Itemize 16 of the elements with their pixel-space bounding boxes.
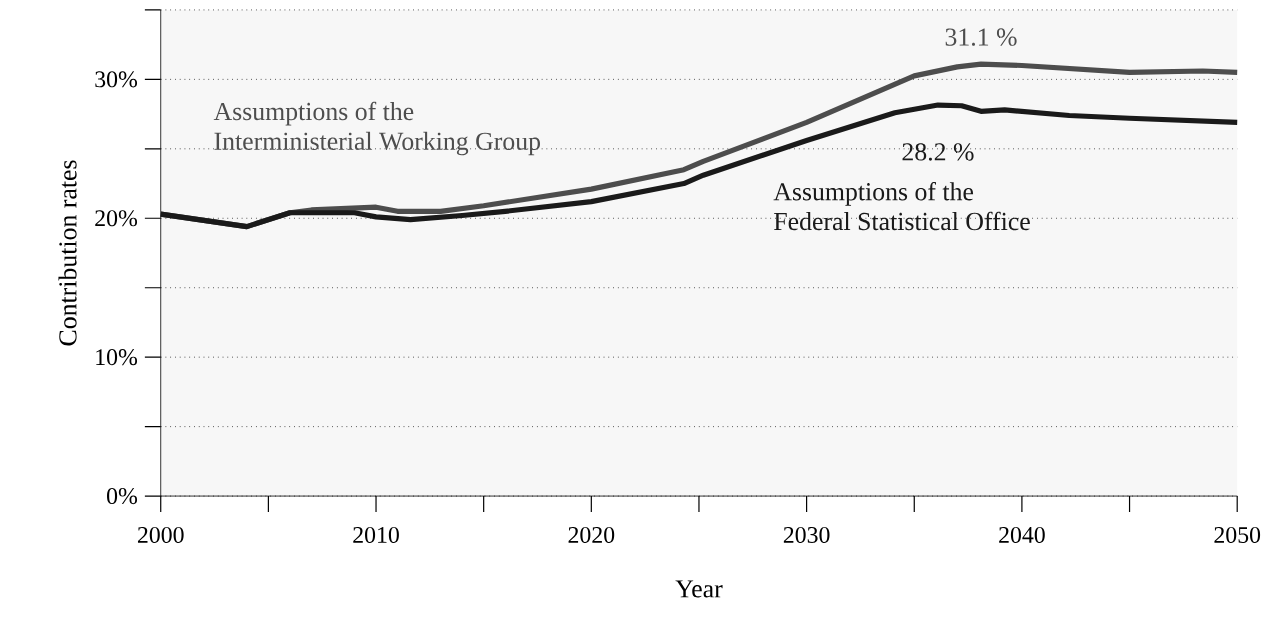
y-tick-label: 30% — [95, 71, 138, 88]
y-tick-label: 0% — [107, 487, 138, 505]
x-tick-label: 2000 — [137, 526, 184, 543]
x-tick-label: 2010 — [353, 526, 399, 543]
series-label: Assumptions of the Interministerial Working Group — [213, 101, 540, 156]
y-tick-label: 20% — [95, 210, 138, 227]
x-tick-label: 2040 — [999, 526, 1045, 543]
series-label: Assumptions of the Federal Statistical Office — [773, 181, 1030, 231]
x-tick-label: 2030 — [783, 526, 830, 543]
x-tick-label: 2050 — [1214, 526, 1261, 543]
y-tick-label: 10% — [96, 349, 138, 366]
x-axis-title: Year — [675, 580, 723, 598]
annotation: 31.1 % — [945, 28, 1017, 46]
annotation: 28.2 % — [902, 143, 974, 161]
x-tick-label: 2020 — [568, 526, 615, 543]
y-axis-title: Contribution rates — [58, 160, 77, 346]
